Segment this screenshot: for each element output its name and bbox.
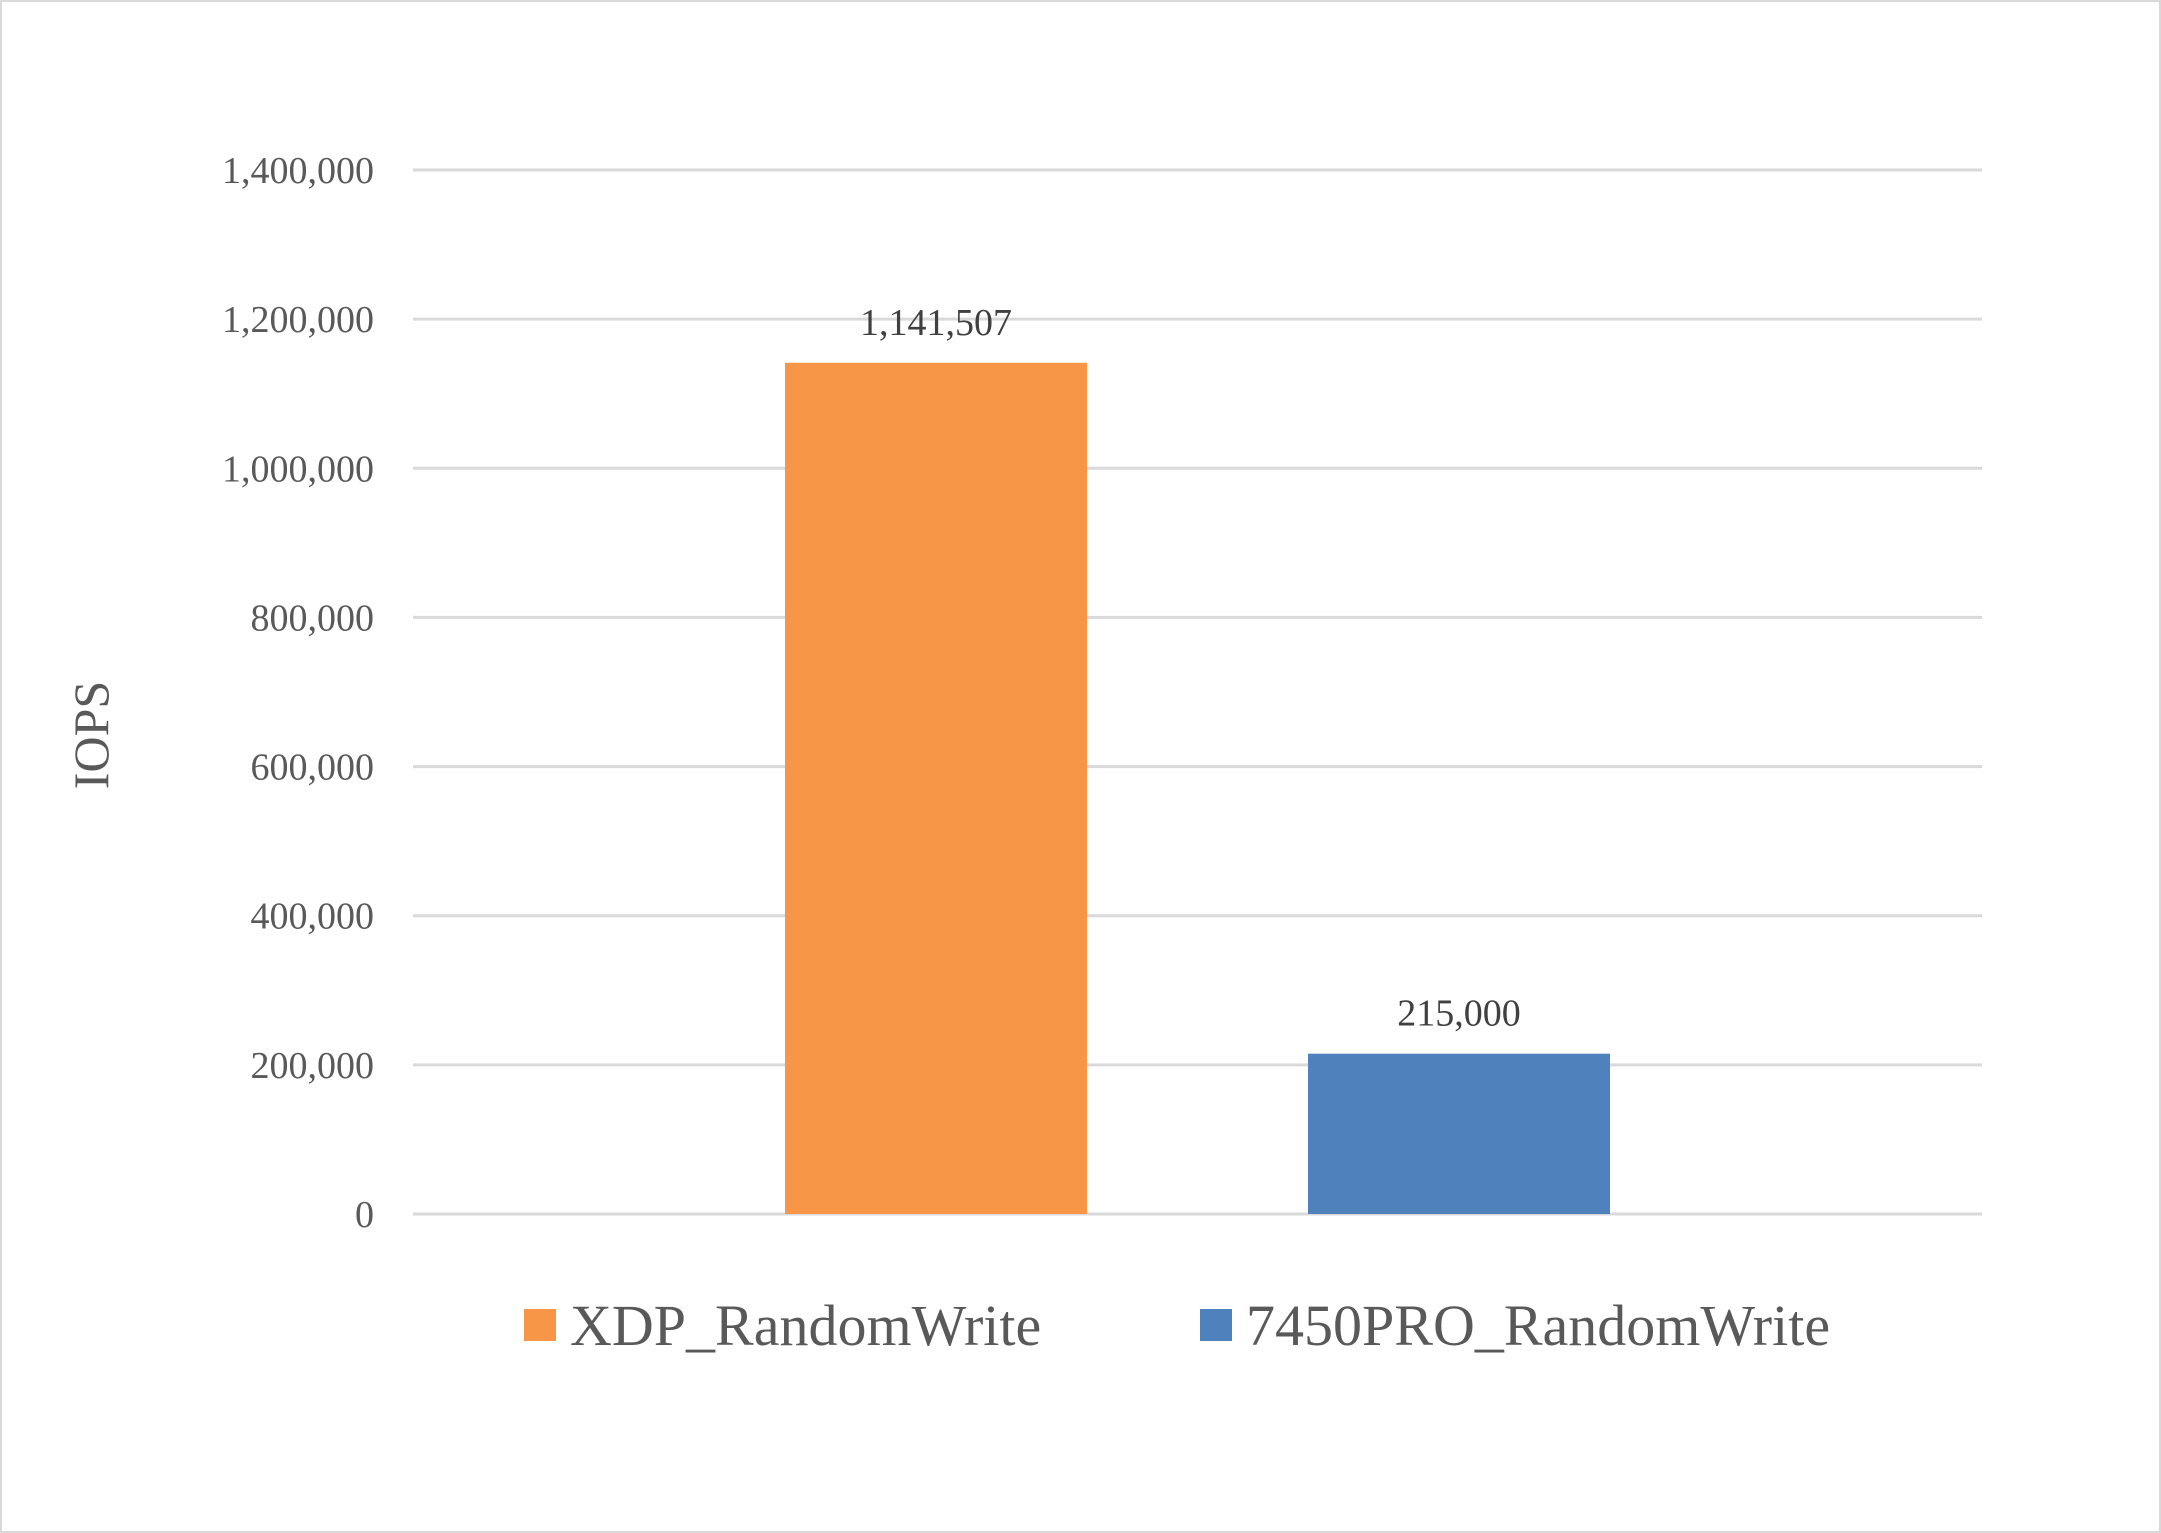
- bar-xdp-randomwrite: [785, 362, 1087, 1214]
- y-axis-title: IOPS: [63, 681, 119, 789]
- y-tick-label: 200,000: [251, 1045, 375, 1087]
- gridlines: [413, 168, 1982, 1216]
- legend-label: XDP_RandomWrite: [570, 1293, 1041, 1358]
- data-label: 1,141,507: [860, 302, 1012, 344]
- data-labels: 1,141,507 215,000: [860, 302, 1521, 1035]
- y-tick-label: 1,400,000: [222, 150, 374, 192]
- y-tick-label: 1,000,000: [222, 448, 374, 490]
- bars: [785, 362, 1610, 1214]
- data-label: 215,000: [1397, 993, 1521, 1035]
- y-tick-label: 1,200,000: [222, 299, 374, 341]
- legend-swatch: [524, 1309, 556, 1341]
- bar-7450pro-randomwrite: [1308, 1053, 1610, 1214]
- legend: XDP_RandomWrite 7450PRO_RandomWrite: [524, 1293, 1830, 1358]
- y-tick-label: 400,000: [251, 896, 375, 938]
- y-tick-label: 800,000: [251, 597, 375, 639]
- legend-swatch: [1200, 1309, 1232, 1341]
- y-axis-tick-labels: 0 200,000 400,000 600,000 800,000 1,000,000 1,…: [222, 150, 374, 1236]
- legend-label: 7450PRO_RandomWrite: [1246, 1293, 1830, 1358]
- y-tick-label: 600,000: [251, 747, 375, 789]
- y-tick-label: 0: [355, 1194, 374, 1236]
